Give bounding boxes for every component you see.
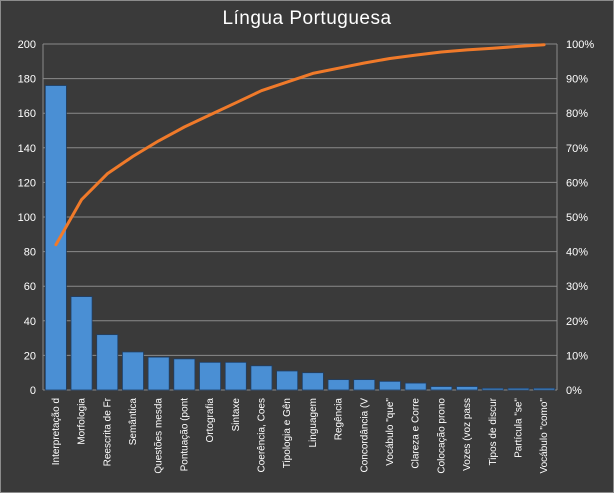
x-tick-label: Colocação prono (436, 398, 447, 474)
bar (44, 85, 67, 391)
y-left-tick-label: 20 (24, 350, 36, 362)
y-left-tick-label: 60 (24, 281, 36, 293)
x-tick-label: Sintaxe (231, 398, 242, 432)
y-left-tick-label: 140 (18, 143, 36, 155)
x-tick-label: Coerência, Coes (256, 398, 267, 472)
y-right-tick-label: 70% (566, 143, 588, 155)
bar (379, 380, 401, 391)
bar (301, 372, 324, 391)
bar (481, 387, 504, 391)
x-tick-label: Linguagem (308, 398, 319, 447)
y-right-tick-label: 80% (566, 108, 588, 120)
y-right-tick-label: 40% (566, 247, 588, 259)
x-tick-label: Tipos de discur (488, 397, 499, 465)
y-right-tick-label: 0% (566, 385, 582, 397)
x-tick-label: Interpretação d (51, 398, 62, 465)
x-tick-label: Tipologia e Gên (282, 398, 293, 468)
x-tick-label: Reescrita de Fr (102, 397, 113, 466)
bar (404, 382, 427, 391)
y-right-tick-label: 10% (566, 350, 588, 362)
y-left-tick-label: 0 (30, 385, 36, 397)
y-left-tick-label: 120 (18, 177, 36, 189)
bar (173, 358, 196, 391)
bar (533, 387, 556, 391)
x-tick-label: Concordância (V (359, 398, 370, 473)
bar (96, 334, 119, 391)
x-tick-label: Regência (334, 398, 345, 441)
y-right-tick-label: 50% (566, 212, 588, 224)
y-right-tick-label: 60% (566, 177, 588, 189)
y-left-tick-label: 200 (18, 39, 36, 51)
chart-title: Língua Portuguesa (222, 8, 392, 29)
y-right-tick-label: 30% (566, 281, 588, 293)
x-tick-label: Pontuação (pont (179, 398, 190, 472)
x-tick-label: Partícula "se" (513, 398, 524, 458)
bar (250, 365, 273, 391)
x-tick-label: Vocábulo "como" (539, 398, 550, 474)
x-tick-label: Vocábulo "que" (385, 398, 396, 466)
x-tick-label: Semântica (128, 398, 139, 446)
bar (224, 361, 247, 391)
y-right-tick-label: 100% (566, 39, 594, 51)
bar (353, 379, 376, 391)
bar (430, 386, 453, 391)
y-left-tick-label: 100 (18, 212, 36, 224)
y-left-tick-label: 40 (24, 316, 36, 328)
x-tick-label: Clareza e Corre (411, 398, 422, 469)
x-tick-label: Ortografia (205, 398, 216, 443)
bar (507, 387, 530, 391)
y-left-tick-label: 180 (18, 74, 36, 86)
bar (147, 356, 170, 391)
bar (199, 361, 221, 391)
x-tick-label: Morfologia (77, 398, 88, 445)
bar (122, 351, 144, 391)
x-tick-label: Questões mesda (154, 398, 165, 474)
y-right-tick-label: 20% (566, 316, 588, 328)
bar (327, 379, 350, 391)
bar (276, 370, 299, 391)
x-tick-label: Vozes (voz pass (462, 398, 473, 471)
bar (70, 296, 93, 391)
y-left-tick-label: 160 (18, 108, 36, 120)
y-left-tick-label: 80 (24, 247, 36, 259)
y-right-tick-label: 90% (566, 74, 588, 86)
bar (456, 386, 478, 391)
cumulative-line (54, 43, 546, 247)
